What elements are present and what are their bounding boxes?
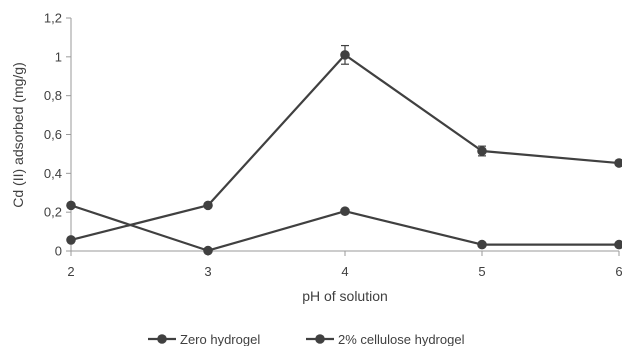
data-point bbox=[203, 200, 213, 211]
legend-swatch-marker bbox=[157, 334, 167, 344]
data-point bbox=[614, 158, 622, 168]
y-axis-title: Cd (II) adsorbed (mg/g) bbox=[10, 62, 26, 208]
data-point bbox=[477, 146, 487, 156]
y-tick-label: 0,4 bbox=[44, 166, 62, 181]
data-point bbox=[66, 235, 76, 245]
data-point bbox=[477, 239, 487, 250]
data-point bbox=[203, 245, 213, 256]
y-tick-label: 0,6 bbox=[44, 127, 62, 142]
data-point bbox=[340, 206, 350, 216]
x-tick-label: 3 bbox=[204, 264, 211, 279]
y-tick-label: 0,8 bbox=[44, 88, 62, 103]
x-tick-label: 4 bbox=[341, 264, 348, 279]
y-tick-label: 1,2 bbox=[44, 11, 62, 26]
legend-label: 2% cellulose hydrogel bbox=[338, 332, 465, 346]
axes: 0 0,2 0,4 0,6 0,8 1 1,2 2 3 4 5 6 bbox=[44, 11, 622, 280]
y-tick-label: 0,2 bbox=[44, 205, 62, 220]
x-tick-label: 2 bbox=[67, 264, 74, 279]
x-tick-label: 5 bbox=[478, 264, 485, 279]
y-tick-label: 0 bbox=[55, 244, 62, 259]
y-tick-label: 1 bbox=[55, 49, 62, 64]
x-tick-label: 6 bbox=[615, 264, 622, 279]
legend: Zero hydrogel 2% cellulose hydrogel bbox=[148, 332, 465, 346]
legend-label: Zero hydrogel bbox=[180, 332, 260, 346]
x-axis-title: pH of solution bbox=[302, 288, 388, 304]
data-point bbox=[340, 50, 350, 60]
data-point bbox=[66, 200, 76, 211]
data-point bbox=[614, 239, 622, 250]
legend-swatch-marker bbox=[315, 334, 325, 344]
series-layer bbox=[66, 44, 622, 256]
